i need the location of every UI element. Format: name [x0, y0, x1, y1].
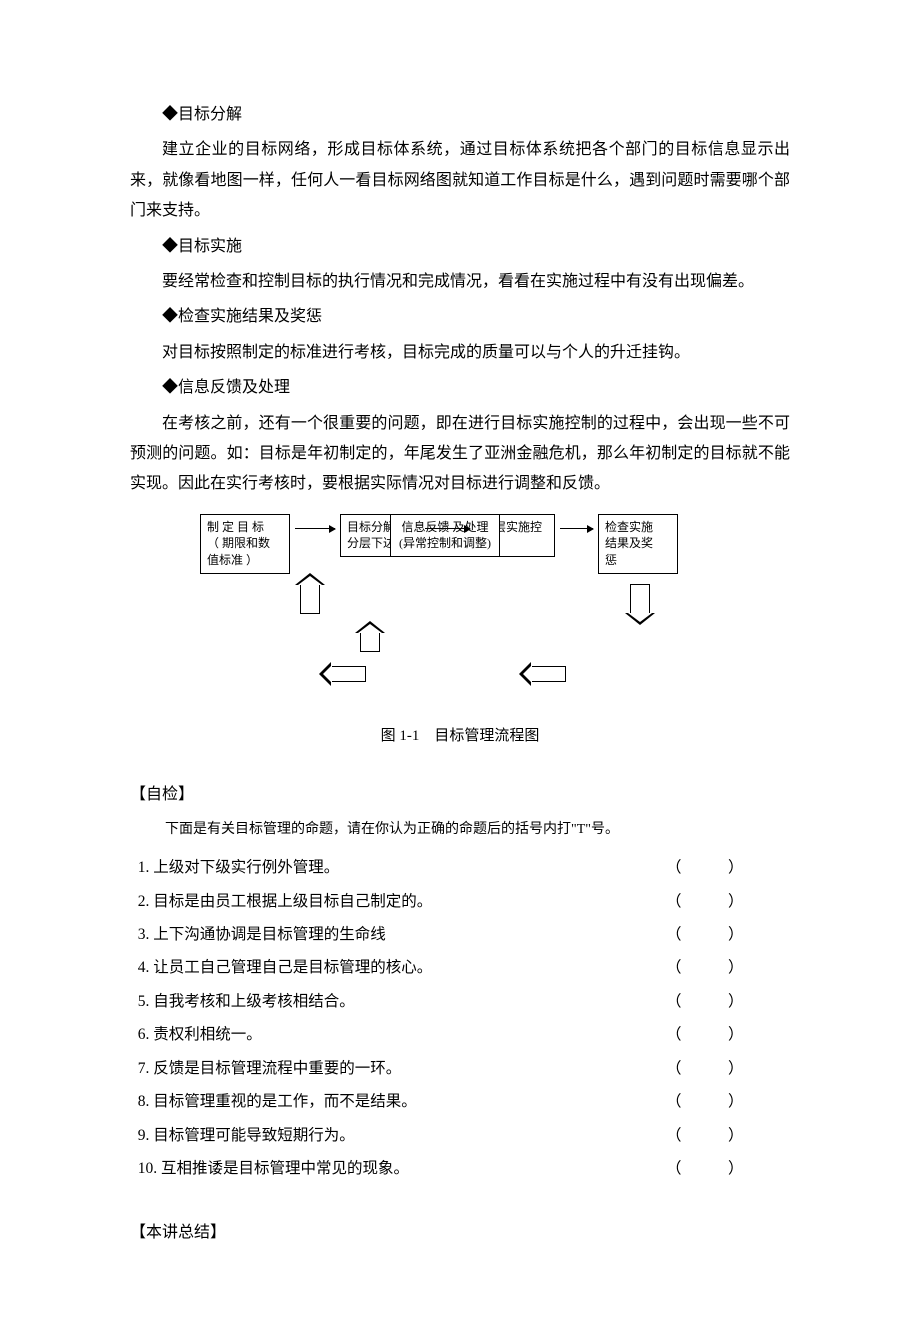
check-paren: （） [666, 887, 790, 916]
check-item: 4. 让员工自己管理自己是目标管理的核心。 （） [138, 953, 790, 982]
check-statement: 10. 互相推诿是目标管理中常见的现象。 [138, 1154, 666, 1183]
check-paren: （） [666, 1087, 790, 1116]
check-item: 2. 目标是由员工根据上级目标自己制定的。 （） [138, 887, 790, 916]
check-statement: 7. 反馈是目标管理流程中重要的一环。 [138, 1054, 666, 1083]
block-arrow-left-icon [330, 666, 366, 682]
check-item: 8. 目标管理重视的是工作，而不是结果。 （） [138, 1087, 790, 1116]
check-paren: （） [666, 920, 790, 949]
check-item: 6. 责权利相统一。 （） [138, 1020, 790, 1049]
bullet-feedback: ◆信息反馈及处理 [130, 373, 790, 403]
block-arrow-down-icon [630, 584, 650, 614]
flow-node-check: 检查实施 结果及奖 惩 [598, 514, 678, 574]
check-statement: 5. 自我考核和上级考核相结合。 [138, 987, 666, 1016]
check-paren: （） [666, 987, 790, 1016]
check-paren: （） [666, 1154, 790, 1183]
check-item: 9. 目标管理可能导致短期行为。 （） [138, 1121, 790, 1150]
block-arrow-up-icon [300, 584, 320, 614]
check-paren: （） [666, 1121, 790, 1150]
check-paren: （） [666, 853, 790, 882]
self-check-list: 1. 上级对下级实行例外管理。 （） 2. 目标是由员工根据上级目标自己制定的。… [130, 853, 790, 1183]
arrow-icon [295, 528, 335, 529]
summary-heading: 【本讲总结】 [130, 1218, 790, 1248]
check-paren: （） [666, 1020, 790, 1049]
self-check-intro: 下面是有关目标管理的命题，请在你认为正确的命题后的括号内打"T"号。 [165, 817, 790, 844]
check-statement: 1. 上级对下级实行例外管理。 [138, 853, 666, 882]
bullet-goal-implement: ◆目标实施 [130, 232, 790, 262]
check-paren: （） [666, 953, 790, 982]
check-statement: 9. 目标管理可能导致短期行为。 [138, 1121, 666, 1150]
paragraph-goal-decompose: 建立企业的目标网络，形成目标体系统，通过目标体系统把各个部门的目标信息显示出来，… [130, 135, 790, 226]
flow-node-text: 检查实施 [605, 520, 653, 534]
paragraph-check-reward: 对目标按照制定的标准进行考核，目标完成的质量可以与个人的升迁挂钩。 [130, 338, 790, 368]
flow-node-feedback: 信息反馈 及处理 (异常控制和调整) [390, 514, 500, 558]
check-item: 5. 自我考核和上级考核相结合。 （） [138, 987, 790, 1016]
check-item: 10. 互相推诿是目标管理中常见的现象。 （） [138, 1154, 790, 1183]
flow-node-text: 信息反馈 及处理 [401, 520, 488, 534]
check-statement: 2. 目标是由员工根据上级目标自己制定的。 [138, 887, 666, 916]
bullet-check-reward: ◆检查实施结果及奖惩 [130, 302, 790, 332]
paragraph-feedback: 在考核之前，还有一个很重要的问题，即在进行目标实施控制的过程中，会出现一些不可预… [130, 409, 790, 500]
flow-node-text: （ 期限和数 [207, 536, 270, 550]
check-statement: 6. 责权利相统一。 [138, 1020, 666, 1049]
flow-node-text: 结果及奖 [605, 536, 653, 550]
flow-node-text: 值标准 ） [207, 553, 258, 567]
flow-node-text: 制 定 目 标 [207, 520, 264, 534]
check-statement: 3. 上下沟通协调是目标管理的生命线 [138, 920, 666, 949]
self-check-heading: 【自检】 [130, 780, 790, 810]
check-statement: 4. 让员工自己管理自己是目标管理的核心。 [138, 953, 666, 982]
arrow-icon [560, 528, 593, 529]
block-arrow-left-icon [530, 666, 566, 682]
block-arrow-up-icon [360, 632, 380, 652]
flowchart-caption: 图 1-1 目标管理流程图 [130, 722, 790, 751]
check-item: 7. 反馈是目标管理流程中重要的一环。 （） [138, 1054, 790, 1083]
paragraph-goal-implement: 要经常检查和控制目标的执行情况和完成情况，看看在实施过程中有没有出现偏差。 [130, 267, 790, 297]
check-item: 3. 上下沟通协调是目标管理的生命线 （） [138, 920, 790, 949]
flow-node-text: 分层下达 [347, 536, 395, 550]
flow-node-set-goal: 制 定 目 标 （ 期限和数 值标准 ） [200, 514, 290, 574]
flowchart-goal-management: 制 定 目 标 （ 期限和数 值标准 ） 目标分解及 分层下达 分层实施控 制 … [200, 514, 720, 714]
flow-node-text: (异常控制和调整) [399, 536, 491, 550]
check-item: 1. 上级对下级实行例外管理。 （） [138, 853, 790, 882]
arrow-icon [425, 528, 470, 529]
flow-node-text: 惩 [605, 553, 617, 567]
bullet-goal-decompose: ◆目标分解 [130, 100, 790, 130]
check-paren: （） [666, 1054, 790, 1083]
check-statement: 8. 目标管理重视的是工作，而不是结果。 [138, 1087, 666, 1116]
document-page: ◆目标分解 建立企业的目标网络，形成目标体系统，通过目标体系统把各个部门的目标信… [0, 0, 920, 1328]
